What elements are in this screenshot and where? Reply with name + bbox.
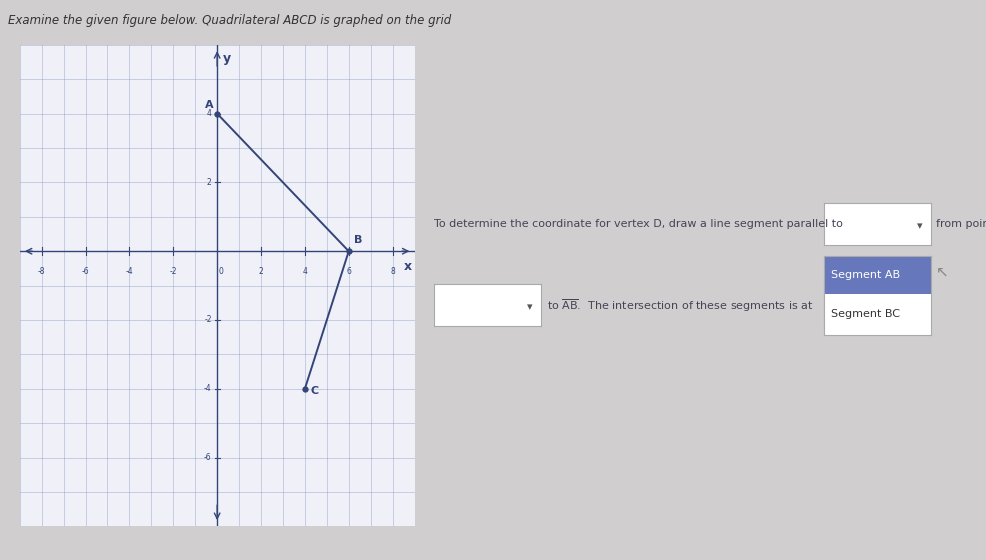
Text: from point C.  Then from point A, draw a line segment: from point C. Then from point A, draw a … <box>935 219 986 229</box>
Text: B: B <box>354 235 362 245</box>
Text: to $\overline{\mathrm{AB}}$.  The intersection of these segments is at: to $\overline{\mathrm{AB}}$. The interse… <box>546 297 812 314</box>
Text: 0: 0 <box>219 267 223 276</box>
Text: 6: 6 <box>346 267 351 276</box>
Text: x: x <box>403 260 411 273</box>
Text: y: y <box>223 52 231 65</box>
Text: 2: 2 <box>258 267 263 276</box>
Text: Segment AB: Segment AB <box>829 270 899 281</box>
Text: C: C <box>310 386 318 396</box>
Text: 2: 2 <box>207 178 211 187</box>
Text: ▾: ▾ <box>527 302 532 312</box>
Text: -6: -6 <box>82 267 90 276</box>
Text: -2: -2 <box>204 315 211 324</box>
Text: -4: -4 <box>204 384 211 393</box>
Text: Examine the given figure below. Quadrilateral ABCD is graphed on the grid: Examine the given figure below. Quadrila… <box>8 14 451 27</box>
Text: -4: -4 <box>125 267 133 276</box>
Text: Segment BC: Segment BC <box>829 310 898 320</box>
Text: ▾: ▾ <box>916 221 922 231</box>
Text: -6: -6 <box>204 453 211 462</box>
Text: ↖: ↖ <box>935 264 948 279</box>
Text: To determine the coordinate for vertex D, draw a line segment parallel to: To determine the coordinate for vertex D… <box>434 219 842 229</box>
Text: A: A <box>205 100 214 110</box>
Text: 4: 4 <box>302 267 307 276</box>
Text: -2: -2 <box>170 267 176 276</box>
Bar <box>823 256 930 294</box>
Text: 8: 8 <box>389 267 394 276</box>
Text: -8: -8 <box>37 267 45 276</box>
Text: 4: 4 <box>207 109 211 118</box>
